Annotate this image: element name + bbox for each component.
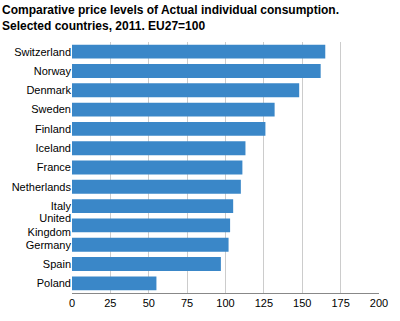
svg-text:Finland: Finland xyxy=(35,123,71,135)
svg-text:Comparative price levels of Ac: Comparative price levels of Actual indiv… xyxy=(2,3,339,33)
svg-text:50: 50 xyxy=(143,297,155,309)
svg-text:Netherlands: Netherlands xyxy=(12,181,72,193)
svg-text:Italy: Italy xyxy=(51,200,72,212)
svg-text:100: 100 xyxy=(216,297,234,309)
svg-text:UnitedKingdom: UnitedKingdom xyxy=(28,212,71,238)
svg-text:Norway: Norway xyxy=(34,65,72,77)
svg-text:Iceland: Iceland xyxy=(36,142,71,154)
svg-text:Sweden: Sweden xyxy=(31,103,71,115)
svg-text:Switzerland: Switzerland xyxy=(14,46,71,58)
svg-text:125: 125 xyxy=(255,297,273,309)
svg-text:150: 150 xyxy=(293,297,311,309)
svg-text:Denmark: Denmark xyxy=(26,84,71,96)
svg-text:0: 0 xyxy=(69,297,75,309)
svg-text:Germany: Germany xyxy=(26,239,72,251)
svg-text:200: 200 xyxy=(370,297,388,309)
svg-text:25: 25 xyxy=(104,297,116,309)
svg-text:Spain: Spain xyxy=(43,258,71,270)
svg-text:Poland: Poland xyxy=(37,277,71,289)
svg-text:175: 175 xyxy=(331,297,349,309)
svg-text:France: France xyxy=(37,161,71,173)
svg-text:75: 75 xyxy=(181,297,193,309)
